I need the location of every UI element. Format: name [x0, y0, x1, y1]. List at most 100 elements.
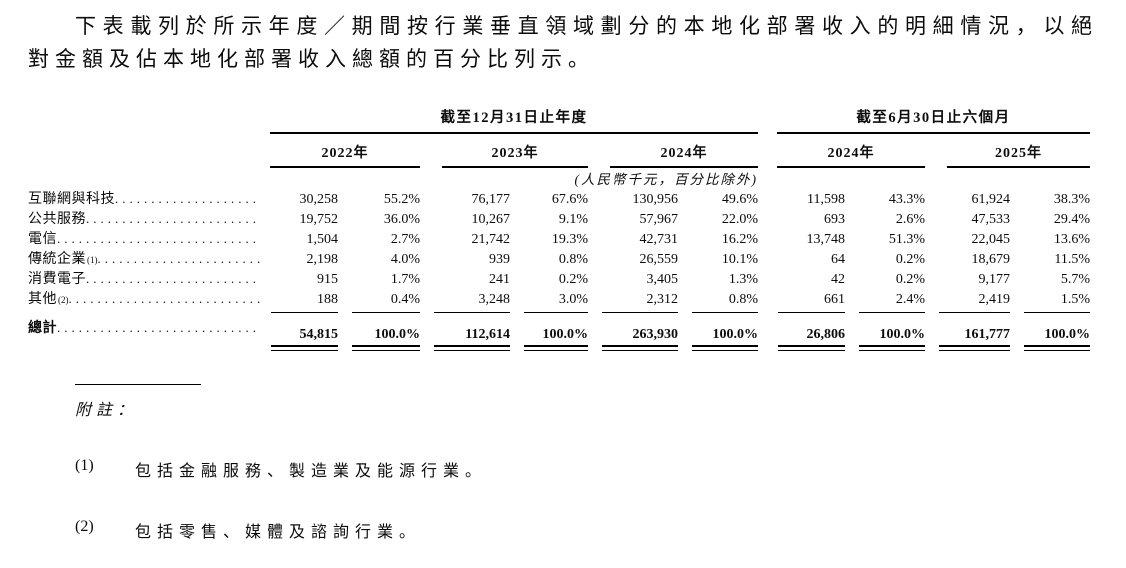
percent-value: 100.0% [374, 327, 421, 342]
document-page: 下表載列於所示年度／期間按行業垂直領域劃分的本地化部署收入的明細情況，以絕對金額… [0, 0, 1126, 542]
amount-value: 188 [317, 292, 338, 307]
amount-value: 22,045 [971, 232, 1011, 247]
group-gap [758, 208, 777, 228]
table-row: 互聯網與科技 30,258 55.2% 76,177 67.6% 130,956 49.6%… [28, 188, 1090, 208]
percent-value: 0.4% [390, 292, 420, 307]
amount-value: 64 [831, 252, 845, 267]
percent-value: 55.2% [383, 192, 420, 207]
row-label: 消費電子 [28, 268, 270, 288]
amount-value: 1,504 [306, 232, 339, 247]
amount-value: 26,806 [806, 327, 846, 342]
total-double-rule [778, 345, 845, 351]
amount-value: 18,679 [971, 252, 1011, 267]
amount-value: 112,614 [465, 327, 510, 342]
amount-value: 47,533 [971, 212, 1011, 227]
footnote-text: 包括零售、媒體及諮詢行業。 [135, 524, 422, 541]
total-double-rule [352, 345, 420, 351]
amount-value: 9,177 [978, 272, 1011, 287]
column-rule [524, 312, 588, 313]
percent-value: 100.0% [879, 327, 926, 342]
group-gap [758, 134, 777, 168]
amount-value: 42,731 [639, 232, 679, 247]
total-double-rule [524, 345, 588, 351]
percent-value: 29.4% [1053, 212, 1090, 227]
group-gap [758, 188, 777, 208]
table-body: 互聯網與科技 30,258 55.2% 76,177 67.6% 130,956 49.6%… [28, 188, 1090, 352]
percent-value: 19.3% [551, 232, 588, 247]
currency-unit-note: (人民幣千元，百分比除外) [574, 172, 758, 187]
row-label: 傳統企業 (1) [28, 248, 270, 268]
total-double-rule [692, 345, 758, 351]
group-gap [758, 268, 777, 288]
total-double-rule [1024, 345, 1090, 351]
percent-value: 67.6% [551, 192, 588, 207]
percent-value: 0.2% [895, 272, 925, 287]
footnote-number: (2) [75, 518, 94, 535]
percent-value: 0.2% [895, 252, 925, 267]
percent-value: 100.0% [712, 327, 759, 342]
total-double-rule [602, 345, 678, 351]
column-rule [434, 312, 510, 313]
amount-value: 11,598 [807, 192, 845, 207]
intro-paragraph: 下表載列於所示年度／期間按行業垂直領域劃分的本地化部署收入的明細情況，以絕對金額… [28, 14, 1098, 71]
amount-value: 2,312 [646, 292, 679, 307]
column-rule [692, 312, 758, 313]
amount-value: 130,956 [632, 192, 679, 207]
percent-value: 9.1% [558, 212, 588, 227]
group-header-annual: 截至12月31日止年度 [270, 106, 758, 134]
footnote-item-2: (2) 包括零售、媒體及諮詢行業。 [75, 518, 1098, 542]
amount-value: 10,267 [471, 212, 511, 227]
footnote-text: 包括金融服務、製造業及能源行業。 [135, 463, 488, 480]
amount-value: 13,748 [806, 232, 846, 247]
column-rule [778, 312, 845, 313]
percent-value: 38.3% [1053, 192, 1090, 207]
dot-leader [86, 211, 260, 228]
footnotes-section: 附註： (1) 包括金融服務、製造業及能源行業。 (2) 包括零售、媒體及諮詢行… [28, 384, 1098, 542]
column-rule [1024, 312, 1090, 313]
group-header-row: 截至12月31日止年度 截至6月30日止六個月 [28, 106, 1090, 134]
amount-value: 263,930 [632, 327, 679, 342]
percent-value: 3.0% [558, 292, 588, 307]
unit-note-row: (人民幣千元，百分比除外) [28, 168, 1090, 188]
dot-leader [57, 231, 260, 248]
group-gap [758, 106, 777, 134]
group-gap [758, 168, 777, 188]
year-header-2023: 2023年 [442, 134, 588, 168]
row-label: 互聯網與科技 [28, 188, 270, 208]
percent-value: 2.4% [895, 292, 925, 307]
amount-value: 661 [824, 292, 845, 307]
footnote-number: (1) [75, 457, 94, 474]
percent-value: 100.0% [542, 327, 589, 342]
row-label: 電信 [28, 228, 270, 248]
total-row: 總計 54,815 100.0% 112,614 100.0% 263,930 100.0%… [28, 317, 1090, 343]
percent-value: 100.0% [1044, 327, 1091, 342]
footnotes-heading: 附註： [75, 402, 139, 419]
amount-value: 939 [489, 252, 510, 267]
percent-value: 22.0% [721, 212, 758, 227]
amount-value: 693 [824, 212, 845, 227]
amount-value: 161,777 [964, 327, 1011, 342]
dot-leader [98, 251, 261, 268]
table-row: 公共服務 19,752 36.0% 10,267 9.1% 57,967 22.0% 693 2… [28, 208, 1090, 228]
percent-value: 13.6% [1053, 232, 1090, 247]
column-rule [602, 312, 678, 313]
localization-revenue-table: 截至12月31日止年度 截至6月30日止六個月 2022年 2023年 2024… [28, 106, 1090, 352]
dot-leader [115, 191, 260, 208]
percent-value: 0.2% [558, 272, 588, 287]
amount-value: 54,815 [299, 327, 339, 342]
amount-value: 42 [831, 272, 845, 287]
total-double-rule [939, 345, 1010, 351]
group-gap [758, 248, 777, 268]
single-rule-row [28, 308, 1090, 317]
table-row: 電信 1,504 2.7% 21,742 19.3% 42,731 16.2% 13,748 5… [28, 228, 1090, 248]
footnote-item-1: (1) 包括金融服務、製造業及能源行業。 [75, 457, 1098, 481]
amount-value: 21,742 [471, 232, 511, 247]
percent-value: 10.1% [721, 252, 758, 267]
row-label: 總計 [28, 317, 270, 343]
group-header-interim: 截至6月30日止六個月 [777, 106, 1090, 134]
percent-value: 1.5% [1060, 292, 1090, 307]
amount-value: 30,258 [299, 192, 339, 207]
percent-value: 51.3% [888, 232, 925, 247]
percent-value: 1.3% [728, 272, 758, 287]
amount-value: 2,198 [306, 252, 339, 267]
